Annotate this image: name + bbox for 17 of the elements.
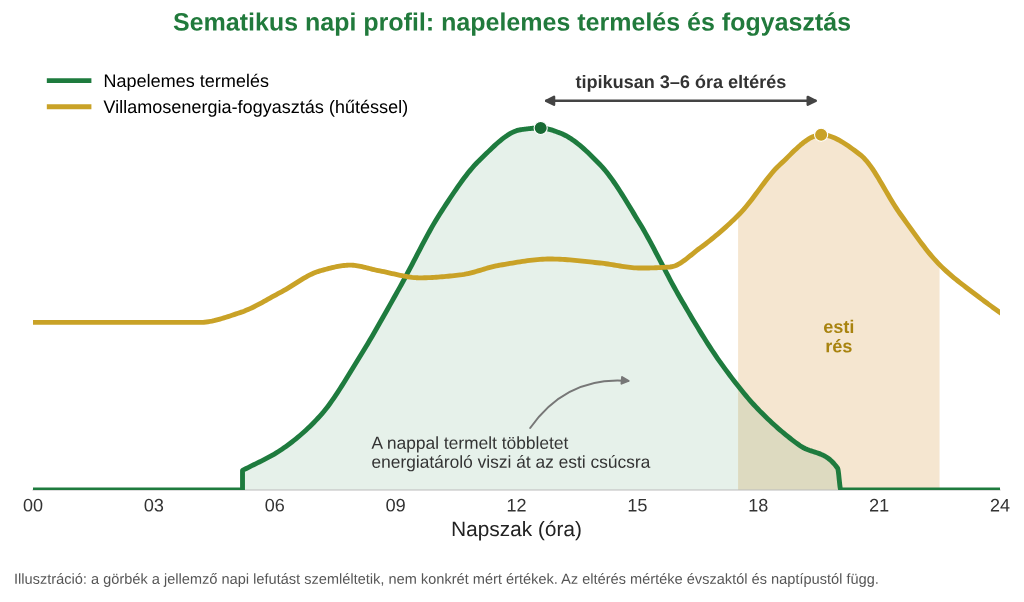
band-label: esti rés xyxy=(823,319,854,353)
x-axis-title: Napszak (óra) xyxy=(452,520,581,541)
legend-label: Napelemes termelés xyxy=(104,73,269,91)
x-tick-label: 06 xyxy=(265,498,284,512)
annotation: A nappal termelt többletet energiatároló viszi át az esti csúcsra xyxy=(371,436,651,472)
legend-label: Villamosenergia-fogyasztás (hűtéssel) xyxy=(103,99,408,117)
x-tick-label: 21 xyxy=(869,498,889,512)
x-tick-label: 24 xyxy=(990,498,1010,512)
x-tick-label: 12 xyxy=(507,498,526,512)
x-tick-label: 00 xyxy=(23,498,43,512)
text: Illusztráció: a görbék a jellemző napi lefutást szemléltetik, nem konkrét mért értékek. Az eltérés mértéke évszaktól és naptípustól függ. xyxy=(15,573,878,587)
text: tipikusan 3–6 óra eltérés xyxy=(575,74,786,92)
x-tick-label: 03 xyxy=(144,498,164,512)
chart-title: Sematikus napi profil: napelemes termelés és fogyasztás xyxy=(173,12,851,36)
x-tick-label: 18 xyxy=(749,498,768,512)
x-tick-label: 09 xyxy=(386,498,405,512)
x-tick-label: 15 xyxy=(628,499,647,512)
